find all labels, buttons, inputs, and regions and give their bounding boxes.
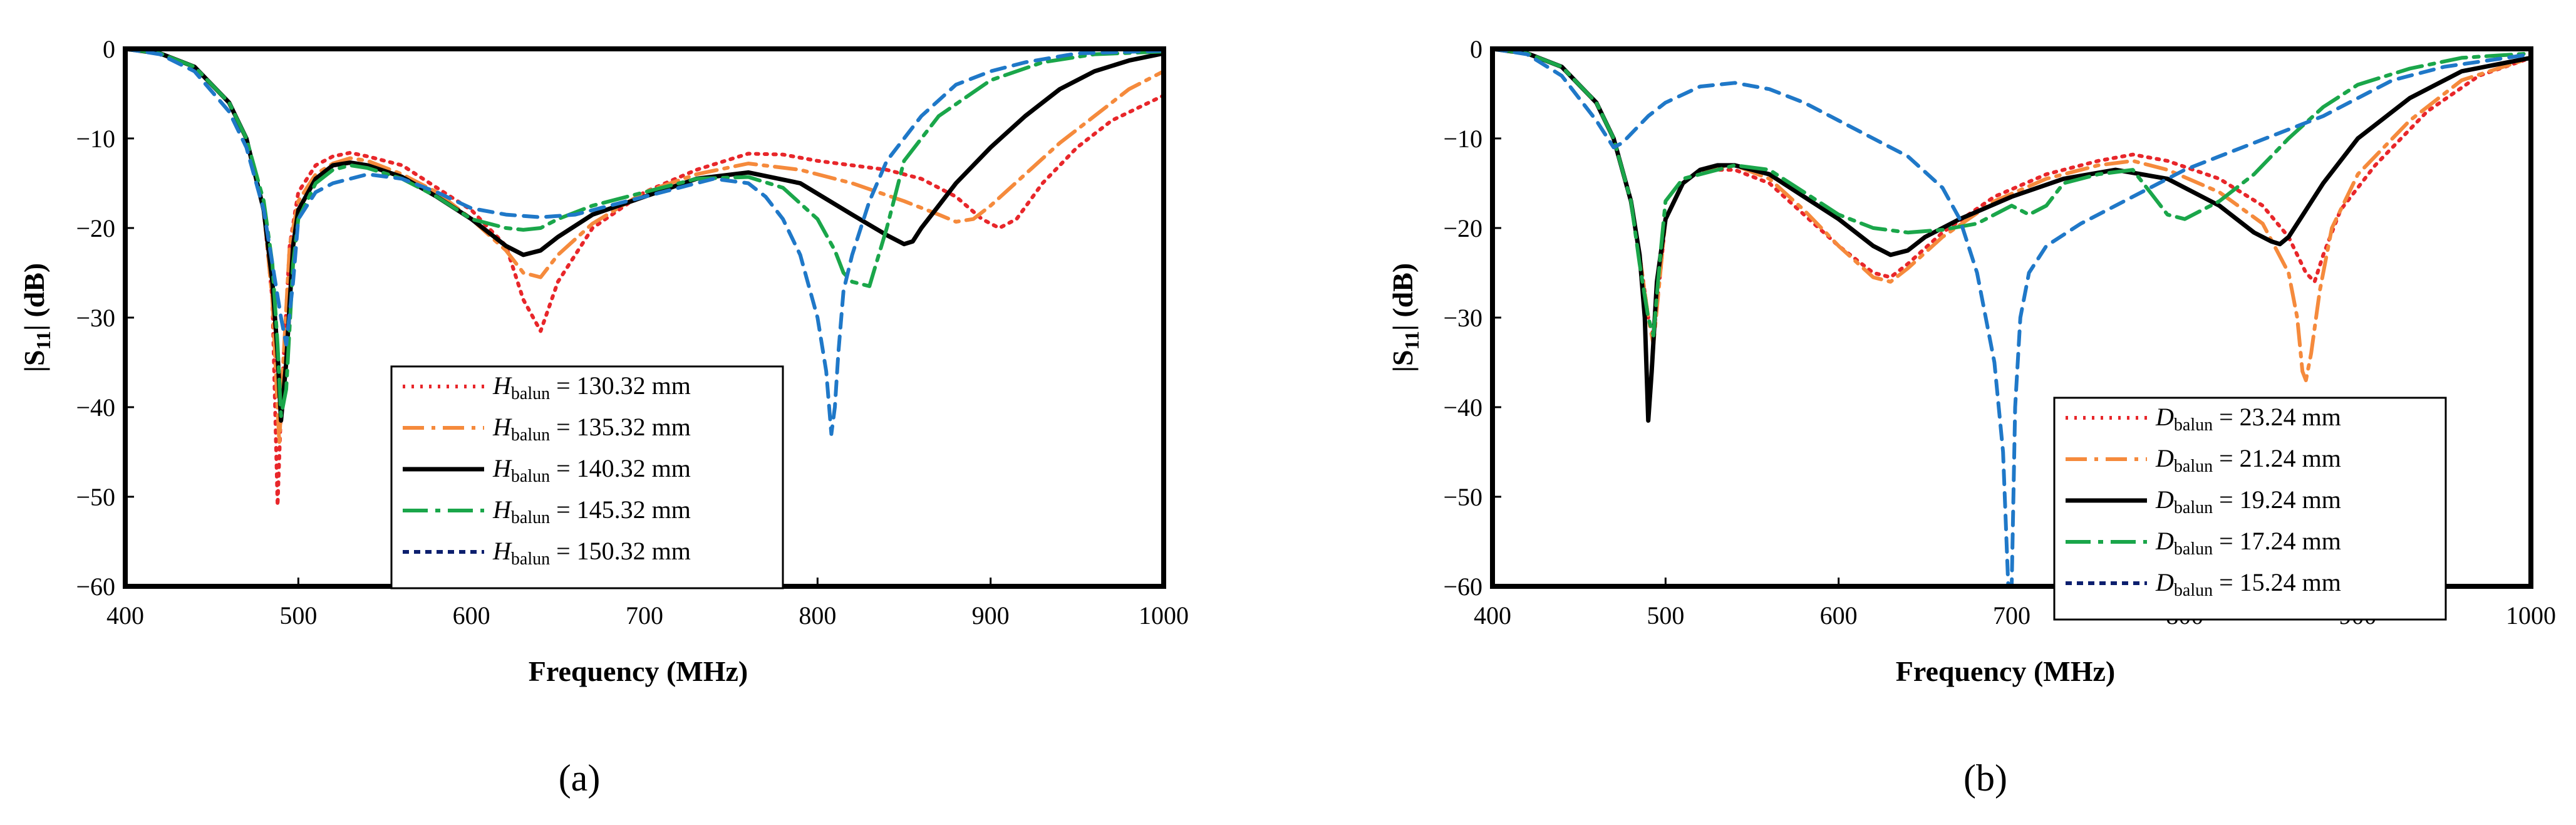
x-tick-label: 800	[799, 601, 836, 630]
y-tick-label: −10	[1443, 125, 1482, 153]
legend-label: Hbalun = 150.32 mm	[492, 537, 691, 569]
y-tick-label: 0	[103, 35, 115, 63]
legend-label: Hbalun = 140.32 mm	[492, 454, 691, 486]
series-group	[125, 46, 1164, 508]
x-tick-label: 700	[1993, 601, 2030, 630]
plot-frame	[1490, 46, 2533, 589]
y-tick-label: −60	[76, 573, 115, 601]
legend-label: Dbalun = 17.24 mm	[2155, 527, 2341, 559]
series-line	[1492, 47, 2531, 588]
y-axis-label: |S11| (dB)	[1387, 263, 1423, 372]
x-tick-label: 400	[1474, 601, 1511, 630]
y-tick-label: −20	[76, 214, 115, 242]
y-tick-label: −30	[1443, 304, 1482, 332]
x-tick-label: 500	[1647, 601, 1684, 630]
y-tick-label: −50	[76, 483, 115, 511]
series-line	[125, 47, 1164, 436]
y-axis-label: |S11| (dB)	[18, 263, 54, 372]
x-tick-label: 400	[106, 601, 144, 630]
legend-label: Dbalun = 21.24 mm	[2155, 444, 2341, 476]
x-tick-label: 500	[279, 601, 317, 630]
x-tick-label: 1000	[2506, 601, 2556, 630]
legend-box	[390, 365, 784, 589]
series-line	[1492, 46, 2531, 423]
y-tick-label: −30	[76, 304, 115, 332]
panel-b: 0−10−20−30−40−50−60400500600700800900100…	[1387, 35, 2556, 799]
series-line	[1492, 47, 2531, 338]
series-group	[1492, 46, 2531, 588]
x-tick-label: 600	[453, 601, 490, 630]
x-axis-label: Frequency (MHz)	[529, 655, 748, 687]
x-tick-label: 900	[972, 601, 1010, 630]
x-tick-label: 700	[626, 601, 663, 630]
series-line	[1492, 47, 2531, 383]
legend-label: Dbalun = 23.24 mm	[2155, 403, 2341, 435]
x-axis-label: Frequency (MHz)	[1896, 655, 2115, 687]
y-tick-label: −40	[76, 393, 115, 422]
y-tick-label: −20	[1443, 214, 1482, 242]
panel-label: (a)	[559, 757, 601, 799]
x-tick-label: 600	[1820, 601, 1858, 630]
y-tick-label: −60	[1443, 573, 1482, 601]
y-tick-label: −40	[1443, 393, 1482, 422]
series-line	[125, 46, 1164, 423]
legend-box	[2053, 397, 2447, 621]
legend-label: Hbalun = 145.32 mm	[492, 496, 691, 527]
panel-label: (b)	[1963, 757, 2007, 799]
y-tick-label: −50	[1443, 483, 1482, 511]
legend-label: Dbalun = 15.24 mm	[2155, 568, 2341, 600]
legend-label: Hbalun = 130.32 mm	[492, 371, 691, 403]
y-tick-label: 0	[1470, 35, 1482, 63]
series-line	[125, 47, 1164, 418]
x-tick-label: 1000	[1139, 601, 1189, 630]
y-tick-label: −10	[76, 125, 115, 153]
legend-label: Hbalun = 135.32 mm	[492, 413, 691, 445]
legend-label: Dbalun = 19.24 mm	[2155, 485, 2341, 517]
